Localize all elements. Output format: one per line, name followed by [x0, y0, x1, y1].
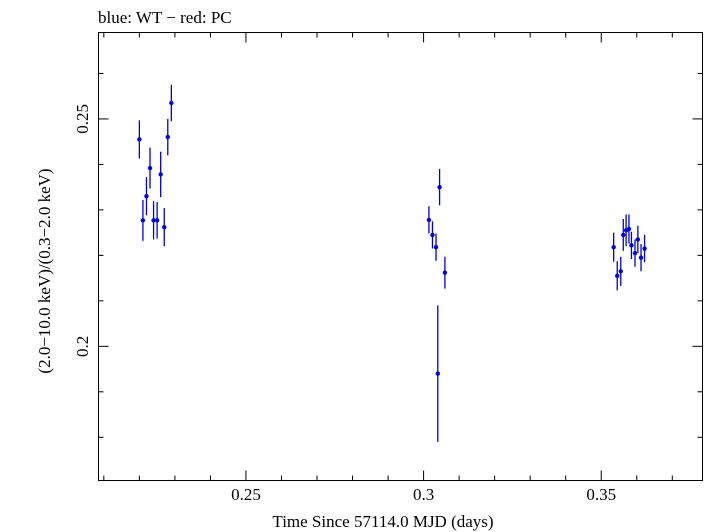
data-point [611, 244, 616, 250]
data-point [137, 137, 142, 142]
data-point [442, 270, 448, 275]
data-point [635, 237, 641, 242]
x-tick-label: 0.35 [586, 485, 616, 504]
data-points [137, 100, 647, 376]
data-point [151, 218, 156, 223]
data-point [642, 246, 647, 251]
error-bars [138, 84, 646, 442]
data-point [629, 243, 634, 248]
data-point [435, 371, 441, 376]
data-point [165, 134, 170, 140]
data-point [618, 269, 623, 274]
data-point [169, 100, 174, 106]
x-tick-label: 0.25 [231, 485, 261, 504]
data-point [426, 217, 432, 223]
y-tick-label: 0.2 [73, 336, 92, 357]
data-point [147, 165, 153, 171]
x-axis-label: Time Since 57114.0 MJD (days) [272, 512, 493, 531]
data-point [626, 226, 632, 232]
axis-tick-labels: 0.25 0.3 0.35 0.2 0.25 [73, 104, 616, 504]
x-tick-label: 0.3 [413, 485, 434, 504]
axis-ticks [98, 32, 703, 481]
data-point [632, 250, 638, 256]
data-point [433, 244, 439, 250]
y-tick-label: 0.25 [73, 104, 92, 134]
y-axis-label: (2.0−10.0 keV)/(0.3−2.0 keV) [35, 168, 54, 373]
data-point [158, 172, 163, 177]
chart-title: blue: WT − red: PC [98, 8, 232, 27]
data-point [140, 218, 146, 223]
data-point [437, 184, 442, 190]
data-point [144, 194, 149, 199]
data-point [162, 224, 167, 230]
data-point [430, 232, 435, 238]
data-point [621, 232, 626, 238]
data-point [638, 255, 644, 260]
data-point [615, 273, 620, 279]
plot-frame [98, 32, 703, 481]
data-point [154, 218, 160, 223]
